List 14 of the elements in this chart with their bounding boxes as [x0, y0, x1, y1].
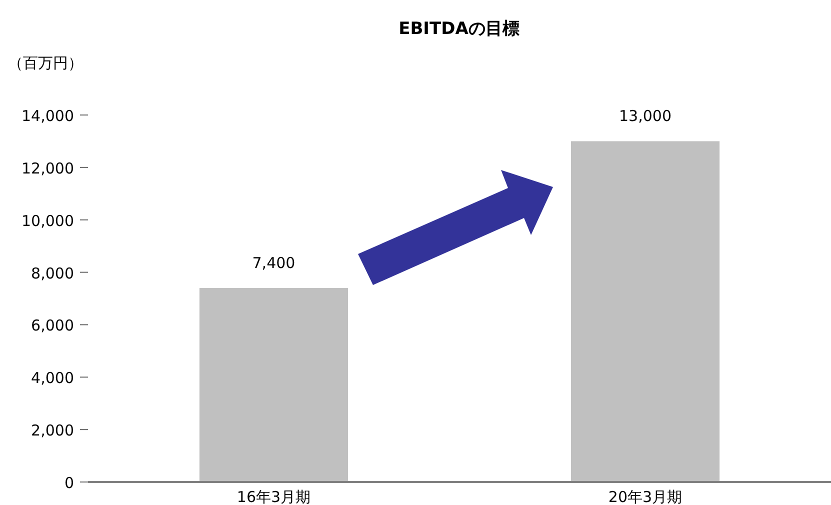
y-tick-label: 12,000 — [22, 159, 74, 178]
y-tick-label: 2,000 — [31, 422, 74, 440]
chart-title: EBITDAの目標 — [398, 19, 520, 39]
y-tick-label: 10,000 — [22, 212, 74, 230]
y-tick-label: 14,000 — [22, 107, 74, 125]
data-label: 7,400 — [252, 254, 296, 272]
x-tick-label: 20年3月期 — [608, 488, 682, 505]
y-tick-label: 4,000 — [31, 369, 74, 388]
data-label: 13,000 — [619, 107, 672, 126]
x-tick-label: 16年3月期 — [236, 488, 311, 505]
y-tick-label: 8,000 — [31, 264, 74, 282]
y-tick-label: 6,000 — [31, 316, 74, 335]
y-axis-title: （百万円） — [8, 54, 83, 72]
y-tick-label: 0 — [64, 474, 74, 492]
